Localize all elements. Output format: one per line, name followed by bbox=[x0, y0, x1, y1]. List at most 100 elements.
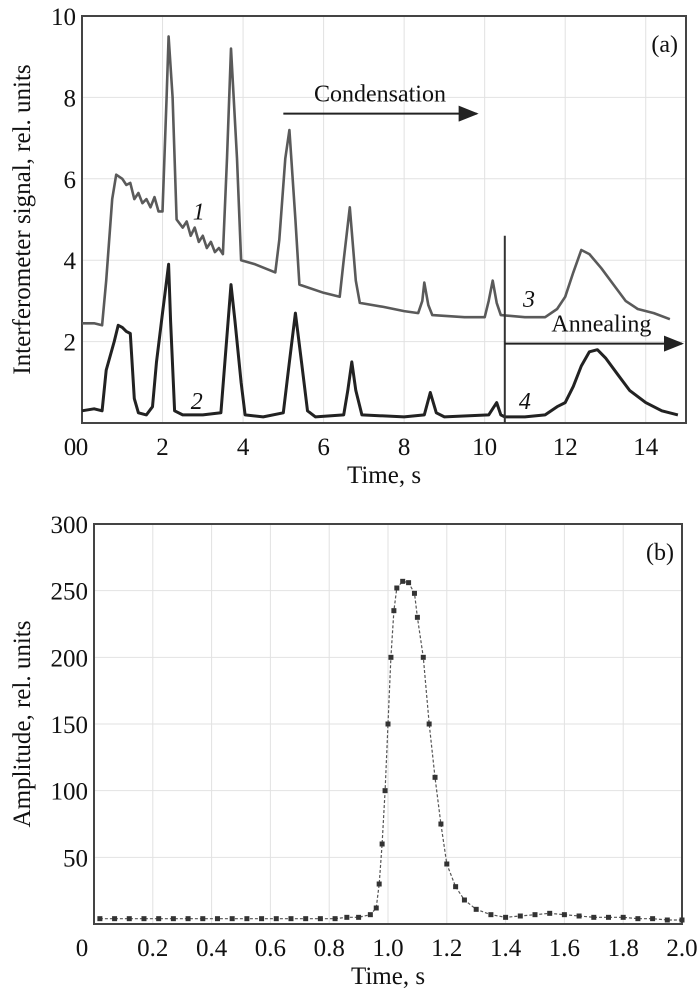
data-point bbox=[344, 914, 350, 920]
y-tick-label: 150 bbox=[51, 712, 89, 739]
data-point bbox=[400, 578, 406, 584]
data-point bbox=[388, 654, 394, 660]
data-point bbox=[356, 914, 362, 920]
y-tick-label: 4 bbox=[64, 248, 77, 275]
data-point bbox=[561, 912, 567, 918]
x-tick-label: 1.8 bbox=[608, 935, 639, 962]
data-point bbox=[473, 906, 479, 912]
data-point bbox=[97, 916, 103, 922]
data-point bbox=[444, 861, 450, 867]
data-point bbox=[438, 821, 444, 827]
x-tick-label: 0.6 bbox=[255, 935, 286, 962]
data-point bbox=[414, 614, 420, 620]
data-point bbox=[453, 884, 459, 890]
x-axis-label: Time, s bbox=[347, 462, 421, 489]
plot-frame bbox=[93, 523, 683, 925]
data-point bbox=[373, 905, 379, 911]
data-point bbox=[503, 914, 509, 920]
data-point bbox=[664, 917, 670, 923]
y-tick-label: 6 bbox=[64, 167, 77, 194]
data-point bbox=[606, 914, 611, 920]
data-point bbox=[679, 917, 685, 923]
data-point bbox=[620, 914, 626, 920]
annotation-condensation: Condensation bbox=[314, 82, 446, 108]
data-point bbox=[244, 916, 250, 922]
data-point bbox=[367, 912, 373, 918]
y-tick-label: 100 bbox=[51, 779, 89, 806]
data-point bbox=[420, 654, 426, 660]
data-point bbox=[303, 916, 309, 922]
y-tick-label: 8 bbox=[64, 85, 77, 112]
x-tick-label: 10 bbox=[472, 434, 497, 461]
y-axis-label: Amplitude, rel. units bbox=[9, 621, 36, 828]
x-tick-label: 1.6 bbox=[549, 935, 580, 962]
data-point bbox=[170, 916, 176, 922]
x-axis-label: Time, s bbox=[351, 963, 425, 990]
data-point bbox=[591, 914, 597, 920]
panel-label: (b) bbox=[646, 540, 674, 566]
data-point bbox=[432, 774, 438, 780]
series-line-1 bbox=[82, 35, 671, 327]
data-point bbox=[382, 788, 388, 794]
data-point bbox=[576, 913, 582, 919]
x-tick-label: 1.4 bbox=[490, 935, 522, 962]
origin-label: 0 bbox=[64, 434, 77, 461]
data-point bbox=[185, 916, 191, 922]
x-tick-label: 12 bbox=[553, 434, 578, 461]
x-tick-label: 2 bbox=[156, 434, 169, 461]
data-point bbox=[259, 916, 265, 922]
x-tick-label: 0 bbox=[76, 434, 89, 461]
data-point bbox=[214, 916, 220, 922]
x-tick-label: 8 bbox=[398, 434, 411, 461]
x-tick-label: 4 bbox=[237, 434, 250, 461]
data-point bbox=[200, 916, 206, 922]
x-tick-label: 6 bbox=[317, 434, 330, 461]
y-tick-label: 300 bbox=[51, 512, 89, 539]
curve-label: 3 bbox=[522, 287, 535, 313]
data-point bbox=[391, 608, 397, 614]
data-point bbox=[488, 912, 494, 918]
series-line bbox=[99, 580, 682, 921]
curve-label: 1 bbox=[193, 200, 205, 226]
y-tick-label: 200 bbox=[51, 645, 89, 672]
panel-b: 0.2 0.4 0.6 0.8 1.0 1.2 1.4 1.6 1.8 2.0 50 100 150 20… bbox=[9, 512, 698, 990]
data-point bbox=[532, 912, 538, 918]
data-point bbox=[141, 916, 147, 922]
data-point bbox=[385, 721, 391, 727]
x-tick-label: 1.2 bbox=[431, 935, 462, 962]
data-point bbox=[317, 916, 323, 922]
data-point bbox=[126, 916, 132, 922]
y-tick-label: 10 bbox=[51, 4, 76, 31]
data-point bbox=[229, 916, 235, 922]
data-point bbox=[379, 841, 385, 847]
x-tick-label: 1.0 bbox=[372, 935, 403, 962]
data-point bbox=[394, 585, 400, 591]
data-point bbox=[411, 590, 417, 596]
origin-label: 0 bbox=[76, 935, 89, 962]
plot-frame bbox=[81, 15, 687, 424]
data-point bbox=[112, 916, 118, 922]
data-point bbox=[547, 910, 553, 916]
data-point bbox=[461, 897, 467, 903]
data-point bbox=[273, 916, 279, 922]
data-point bbox=[635, 916, 641, 922]
y-tick-label: 250 bbox=[51, 579, 89, 606]
y-tick-label: 50 bbox=[63, 845, 88, 872]
x-tick-label: 14 bbox=[633, 434, 659, 461]
data-point bbox=[288, 916, 294, 922]
x-tick-label: 2.0 bbox=[666, 935, 697, 962]
x-tick-label: 0.8 bbox=[314, 935, 345, 962]
panel-label: (a) bbox=[651, 32, 678, 58]
data-point bbox=[426, 721, 432, 727]
x-tick-label: 0.2 bbox=[137, 935, 168, 962]
x-tick-label: 0.4 bbox=[196, 935, 228, 962]
y-tick-label: 2 bbox=[64, 330, 77, 357]
data-point bbox=[406, 580, 412, 586]
data-point bbox=[517, 913, 523, 919]
data-point bbox=[650, 916, 656, 922]
series-line-2 bbox=[81, 262, 679, 419]
curve-label: 2 bbox=[191, 389, 203, 415]
data-point bbox=[156, 916, 162, 922]
